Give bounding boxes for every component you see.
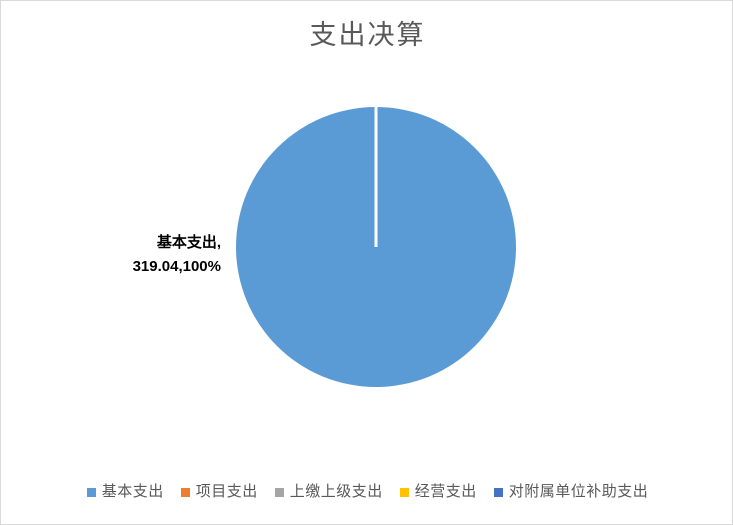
legend-item-operating-expenditure[interactable]: 经营支出 (399, 482, 477, 502)
legend-label: 上缴上级支出 (289, 483, 383, 500)
legend-item-project-expenditure[interactable]: 项目支出 (180, 482, 258, 502)
pie-graphic[interactable] (235, 106, 517, 388)
legend-swatch-icon (86, 487, 96, 497)
data-label-value: 319.04,100% (132, 258, 221, 275)
legend-label: 经营支出 (414, 483, 477, 500)
chart-legend: 基本支出 项目支出 上缴上级支出 经营支出 对附属单位补助支出 (1, 479, 732, 505)
legend-label: 对附属单位补助支出 (508, 483, 649, 500)
legend-item-subsidy-to-affiliated-units[interactable]: 对附属单位补助支出 (493, 482, 649, 502)
pie-svg (236, 107, 516, 387)
legend-swatch-icon (493, 487, 503, 497)
chart-title: 支出决算 (309, 20, 426, 50)
legend-label: 项目支出 (195, 483, 258, 500)
legend-swatch-icon (274, 487, 284, 497)
legend-label: 基本支出 (101, 483, 164, 500)
legend-item-upper-level-remittance[interactable]: 上缴上级支出 (274, 482, 383, 502)
plot-area: 基本支出, 319.04,100% (1, 71, 732, 466)
pie-data-label: 基本支出, 319.04,100% (61, 231, 221, 279)
legend-swatch-icon (399, 487, 409, 497)
legend-item-basic-expenditure[interactable]: 基本支出 (86, 482, 164, 502)
legend-swatch-icon (180, 487, 190, 497)
data-label-category: 基本支出, (156, 234, 221, 251)
